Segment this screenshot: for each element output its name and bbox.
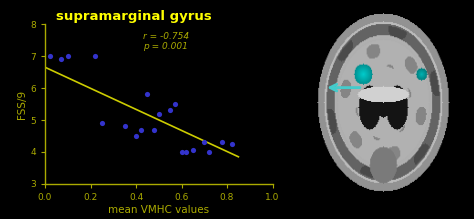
- Point: [137, 128, 145, 131]
- Point: [64, 54, 72, 58]
- Point: [189, 149, 197, 152]
- Point: [57, 58, 65, 61]
- Point: [182, 150, 190, 154]
- Point: [46, 54, 54, 58]
- FancyArrowPatch shape: [330, 84, 360, 91]
- Point: [219, 141, 226, 144]
- Text: r = -0.754
p = 0.001: r = -0.754 p = 0.001: [143, 32, 189, 51]
- Point: [205, 150, 213, 154]
- Point: [91, 54, 99, 58]
- Point: [171, 102, 179, 106]
- Point: [132, 134, 140, 138]
- X-axis label: mean VMHC values: mean VMHC values: [108, 205, 210, 215]
- Point: [228, 142, 236, 146]
- Point: [178, 150, 185, 154]
- Y-axis label: FSS/9: FSS/9: [18, 90, 27, 118]
- Text: supramarginal gyrus: supramarginal gyrus: [56, 10, 212, 23]
- Point: [150, 128, 158, 131]
- Point: [155, 112, 163, 115]
- Point: [121, 125, 128, 128]
- Point: [144, 93, 151, 96]
- Point: [98, 122, 106, 125]
- Point: [166, 109, 174, 112]
- Point: [201, 141, 208, 144]
